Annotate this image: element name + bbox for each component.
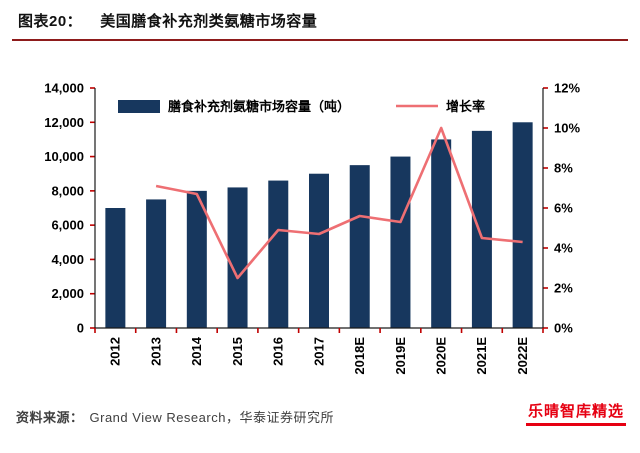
y-axis-right-label: 4%	[554, 241, 573, 256]
x-axis-label: 2019E	[393, 337, 408, 375]
legend-bar-swatch	[118, 100, 160, 113]
y-axis-left-label: 14,000	[44, 81, 84, 96]
source-text: Grand View Research，华泰证券研究所	[89, 410, 334, 425]
y-axis-left-label: 10,000	[44, 149, 84, 164]
x-axis-label: 2020E	[433, 337, 448, 375]
x-axis-label: 2017	[311, 337, 326, 366]
x-axis-label: 2012	[108, 337, 123, 366]
y-axis-right-label: 10%	[554, 121, 580, 136]
chart-header: 图表20： 美国膳食补充剂类氨糖市场容量	[12, 10, 628, 41]
y-axis-right-label: 6%	[554, 201, 573, 216]
y-axis-right-label: 2%	[554, 281, 573, 296]
x-axis-label: 2022E	[515, 337, 530, 375]
bar	[431, 139, 452, 328]
y-axis-left-label: 0	[77, 321, 84, 336]
x-axis-label: 2013	[148, 337, 163, 366]
y-axis-right-label: 0%	[554, 321, 573, 336]
growth-line	[155, 126, 523, 280]
chart-area: 0 2,000 4,000 6,000 8,000 10,000 12,000 14,000 0…	[0, 43, 640, 398]
chart-svg: 0 2,000 4,000 6,000 8,000 10,000 12,000 14,000 0…	[44, 81, 580, 375]
page-title: 美国膳食补充剂类氨糖市场容量	[100, 13, 318, 30]
footer: 资料来源： Grand View Research，华泰证券研究所 乐晴智库精选	[16, 400, 626, 426]
bar	[512, 122, 533, 329]
figure-label: 图表20：	[18, 13, 83, 30]
y-axis-right-label: 12%	[554, 81, 580, 96]
watermark: 乐晴智库精选	[525, 400, 626, 426]
bar	[105, 208, 126, 328]
bar	[186, 190, 207, 328]
y-axis-right-label: 8%	[554, 161, 573, 176]
bar	[268, 180, 289, 328]
y-axis-left-label: 6,000	[51, 218, 84, 233]
x-axis-label: 2016	[271, 337, 286, 366]
bar	[227, 187, 248, 328]
source-label: 资料来源：	[16, 410, 84, 425]
bar	[390, 156, 411, 328]
y-axis-left-label: 8,000	[51, 183, 84, 198]
bar	[349, 165, 370, 328]
bar	[471, 130, 492, 328]
x-axis-label: 2018E	[352, 337, 367, 375]
x-axis-label: 2014	[189, 336, 204, 366]
y-axis-left-label: 2,000	[51, 286, 84, 301]
source-note: 资料来源： Grand View Research，华泰证券研究所	[16, 407, 334, 426]
legend-line-label: 增长率	[446, 99, 485, 114]
legend-bar-label: 膳食补充剂氨糖市场容量（吨）	[168, 99, 350, 114]
y-axis-left-label: 12,000	[44, 115, 84, 130]
x-axis-label: 2021E	[474, 337, 489, 375]
y-axis-left-label: 4,000	[51, 252, 84, 267]
bar	[146, 199, 167, 328]
x-axis-label: 2015	[230, 337, 245, 366]
bar	[309, 173, 329, 328]
